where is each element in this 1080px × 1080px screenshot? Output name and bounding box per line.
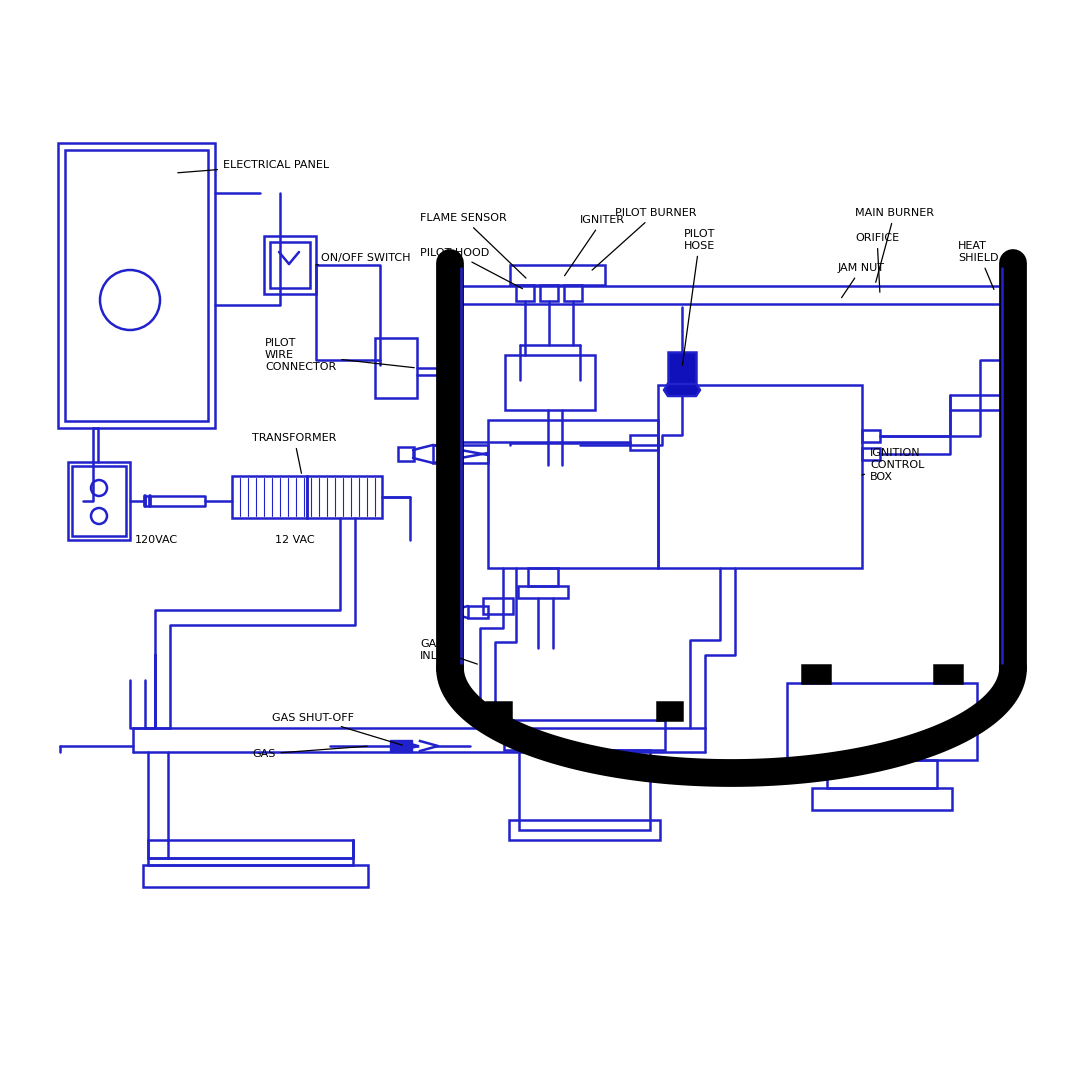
Bar — [518, 586, 568, 598]
Bar — [1003, 283, 1013, 307]
Bar — [143, 865, 368, 887]
Text: PILOT HOOD: PILOT HOOD — [420, 248, 523, 288]
Text: HEAT
SHIELD: HEAT SHIELD — [958, 241, 999, 289]
Bar — [812, 788, 951, 810]
Bar — [516, 285, 534, 301]
Bar — [862, 448, 880, 460]
Bar — [540, 285, 558, 301]
Text: PILOT
HOSE: PILOT HOSE — [683, 229, 715, 365]
Bar — [486, 702, 511, 720]
Text: 120VAC: 120VAC — [135, 535, 178, 545]
Text: ELECTRICAL PANEL: ELECTRICAL PANEL — [178, 160, 329, 173]
Bar — [58, 143, 215, 428]
Text: ORIFICE: ORIFICE — [855, 233, 900, 293]
Polygon shape — [402, 741, 420, 751]
Bar — [72, 465, 126, 536]
Bar — [399, 447, 414, 461]
Bar — [270, 242, 310, 288]
Bar — [657, 702, 681, 720]
Bar — [802, 665, 831, 683]
Text: ON/OFF SWITCH: ON/OFF SWITCH — [316, 253, 410, 265]
Bar — [505, 355, 595, 410]
Text: 12 VAC: 12 VAC — [275, 535, 314, 545]
Bar — [468, 606, 488, 618]
Bar — [68, 462, 130, 540]
Bar — [862, 430, 880, 442]
Text: IGNITER: IGNITER — [565, 215, 625, 275]
Text: GAS SHUT-OFF: GAS SHUT-OFF — [272, 713, 403, 745]
Bar — [510, 265, 605, 285]
Bar — [519, 750, 650, 831]
Polygon shape — [420, 741, 438, 751]
Bar — [658, 384, 862, 568]
Bar — [934, 665, 962, 683]
Bar — [264, 237, 316, 294]
Text: FLAME SENSOR: FLAME SENSOR — [420, 213, 526, 278]
Bar — [450, 283, 460, 307]
Text: GAS
INLET: GAS INLET — [420, 639, 477, 664]
Bar — [307, 476, 382, 518]
Bar — [787, 683, 977, 760]
Bar — [232, 476, 307, 518]
Text: PILOT BURNER: PILOT BURNER — [592, 208, 697, 270]
Bar — [488, 420, 658, 568]
Bar — [504, 720, 665, 750]
Text: IGNITION
CONTROL
BOX: IGNITION CONTROL BOX — [862, 448, 924, 482]
Text: PILOT
WIRE
CONNECTOR: PILOT WIRE CONNECTOR — [265, 338, 415, 372]
Bar — [433, 445, 488, 463]
Text: TRANSFORMER: TRANSFORMER — [252, 433, 336, 473]
Bar — [564, 285, 582, 301]
Bar — [827, 760, 937, 788]
Bar — [483, 598, 513, 615]
Bar — [509, 820, 660, 840]
Bar — [65, 150, 208, 421]
Text: MAIN BURNER: MAIN BURNER — [855, 208, 934, 282]
Text: JAM NUT: JAM NUT — [838, 264, 885, 298]
Polygon shape — [390, 740, 411, 752]
Bar — [528, 568, 558, 586]
Bar — [148, 840, 353, 865]
Bar — [375, 338, 417, 399]
Bar — [669, 352, 696, 384]
Bar — [630, 435, 658, 450]
Text: GAS: GAS — [252, 746, 367, 759]
Polygon shape — [664, 384, 700, 396]
